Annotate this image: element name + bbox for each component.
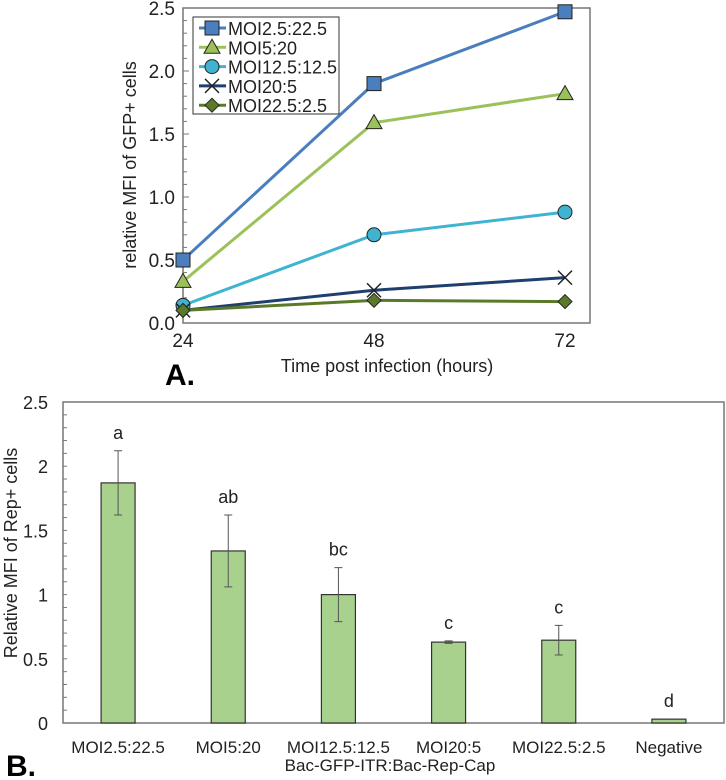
data-point (366, 282, 382, 298)
significance-letter: c (554, 597, 563, 617)
data-point (203, 38, 221, 54)
data-point (204, 78, 220, 94)
y-tick-label: 1.5 (149, 125, 175, 146)
legend-label: MOI2.5:22.5 (228, 19, 327, 39)
x-tick-label: MOI22.5:2.5 (512, 738, 606, 757)
series-MOI5:20 (174, 84, 574, 288)
error-bar (334, 567, 343, 623)
plot-area (62, 401, 725, 724)
y-tick-label: 1 (38, 586, 48, 606)
data-point (557, 293, 573, 310)
bar-Negative (651, 718, 687, 724)
significance-letter: bc (329, 540, 348, 560)
significance-letter: ab (218, 487, 238, 507)
legend: MOI2.5:22.5MOI5:20MOI12.5:12.5MOI20:5MOI… (192, 16, 340, 116)
data-point (175, 252, 191, 268)
significance-letter: c (444, 613, 453, 633)
x-tick-label: MOI12.5:12.5 (287, 738, 390, 757)
significance-letter: a (113, 423, 124, 443)
error-bar (554, 624, 563, 656)
y-tick-label: 1.5 (23, 521, 48, 541)
data-point (204, 59, 220, 75)
data-point (366, 76, 382, 92)
series-MOI2.5:22.5 (175, 4, 573, 268)
y-tick-label: 0.5 (149, 251, 175, 272)
x-axis-title: Time post infection (hours) (281, 356, 493, 376)
y-tick-label: 0.0 (149, 314, 175, 335)
x-tick-label: 48 (363, 331, 384, 352)
data-point (557, 4, 573, 20)
y-axis-title: relative MFI of GFP+ cells (120, 61, 140, 269)
x-tick-label: 72 (554, 331, 575, 352)
x-axis-title: Bac-GFP-ITR:Bac-Rep-Cap (285, 756, 496, 775)
legend-label: MOI5:20 (228, 38, 297, 58)
x-tick-label: MOI20:5 (416, 738, 481, 757)
data-point (174, 272, 192, 288)
bar-MOI20:5 (430, 641, 467, 724)
data-point (204, 97, 220, 113)
series-MOI22.5:2.5 (175, 292, 573, 319)
x-tick-label: MOI2.5:22.5 (71, 738, 165, 757)
y-axis-title: Relative MFI of Rep+ cells (1, 448, 21, 659)
panel-label: B. (6, 750, 36, 780)
y-tick-label: 2.5 (149, 0, 175, 20)
data-point (204, 20, 220, 36)
y-tick-label: 1.0 (149, 188, 175, 209)
data-point (365, 113, 383, 130)
bar-MOI2.5:22.5 (100, 482, 136, 724)
x-tick-label: Negative (635, 738, 702, 757)
error-bar (114, 450, 123, 516)
data-point (556, 84, 574, 101)
legend-label: MOI22.5:2.5 (228, 96, 327, 116)
x-tick-label: 24 (172, 331, 194, 352)
y-tick-label: 2.0 (149, 62, 175, 83)
data-point (175, 302, 191, 319)
error-bar (444, 640, 453, 644)
y-tick-label: 2 (38, 457, 48, 477)
error-bar (224, 514, 233, 588)
data-point (557, 204, 573, 220)
y-tick-label: 0 (38, 714, 48, 734)
y-tick-label: 2.5 (23, 393, 48, 413)
chart-b: 0 0.5 1 1.5 2 2.5 a MOI2.5:22.5 ab MOI5:20 bc MOI12… (1, 393, 725, 780)
legend-label: MOI20:5 (228, 77, 297, 97)
legend-label: MOI12.5:12.5 (228, 58, 337, 78)
y-tick-label: 0.5 (23, 650, 48, 670)
data-point (366, 227, 382, 243)
x-tick-label: MOI5:20 (196, 738, 261, 757)
significance-letter: d (664, 691, 674, 711)
data-point (366, 292, 382, 309)
data-point (557, 270, 573, 286)
panel-label: A. (165, 359, 195, 392)
chart-a: 0.0 0.5 1.0 1.5 2.0 2.5 24 48 72 Time post infect… (120, 0, 591, 392)
